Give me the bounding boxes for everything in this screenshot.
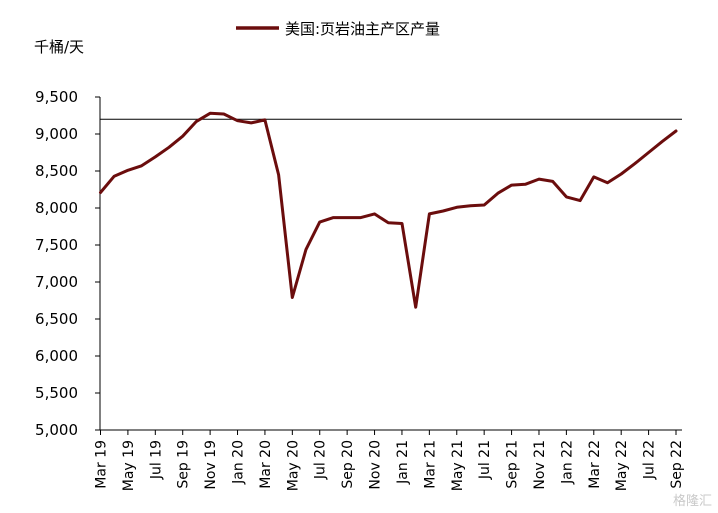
- x-tick-label: Nov 21: [532, 440, 548, 490]
- x-tick-label: Sep 20: [340, 440, 356, 489]
- y-axis-label: 千桶/天: [34, 38, 84, 56]
- x-tick-label: Nov 19: [203, 440, 219, 490]
- x-tick-label: Mar 22: [587, 440, 603, 489]
- y-tick-label: 9,500: [35, 88, 78, 106]
- x-tick-label: May 20: [285, 440, 301, 491]
- series-line: [99, 111, 678, 309]
- x-tick-label: May 19: [121, 440, 137, 491]
- legend-label: 美国:页岩油主产区产量: [285, 20, 440, 38]
- x-tick-label: Sep 19: [176, 440, 192, 489]
- y-tick-label: 8,000: [35, 199, 78, 217]
- x-tick-label: Jul 21: [477, 440, 493, 480]
- x-tick-label: Jul 22: [642, 440, 658, 480]
- y-tick-label: 9,000: [35, 125, 78, 143]
- x-tick-label: Jan 22: [559, 440, 575, 485]
- x-tick-label: Mar 21: [422, 440, 438, 489]
- y-tick-label: 6,500: [35, 310, 78, 328]
- y-tick-label: 7,500: [35, 236, 78, 254]
- y-tick-label: 5,000: [35, 421, 78, 439]
- x-tick-label: Sep 22: [669, 440, 685, 489]
- x-tick-label: Mar 19: [94, 440, 110, 489]
- y-tick-label: 5,500: [35, 384, 78, 402]
- legend: 美国:页岩油主产区产量: [236, 20, 440, 38]
- x-tick-label: May 21: [450, 440, 466, 491]
- x-tick-label: Jul 19: [148, 440, 164, 480]
- x-axis-ticks: Mar 19 May 19 Jul 19 Sep 19 Nov 19 Jan 20 Mar …: [94, 430, 685, 491]
- x-tick-label: May 22: [614, 440, 630, 491]
- y-tick-label: 8,500: [35, 162, 78, 180]
- y-tick-label: 6,000: [35, 347, 78, 365]
- x-tick-label: Jul 20: [313, 440, 329, 480]
- x-tick-label: Jan 21: [395, 440, 411, 485]
- y-tick-label: 7,000: [35, 273, 78, 291]
- x-tick-label: Sep 21: [505, 440, 521, 489]
- watermark-text: 格隆汇: [672, 494, 712, 509]
- x-tick-label: Nov 20: [368, 440, 384, 490]
- x-tick-label: Mar 20: [258, 440, 274, 489]
- x-tick-label: Jan 20: [231, 440, 247, 485]
- y-axis-ticks: 5,000 5,500 6,000 6,500 7,000 7,500 8,000 8,500…: [35, 88, 100, 439]
